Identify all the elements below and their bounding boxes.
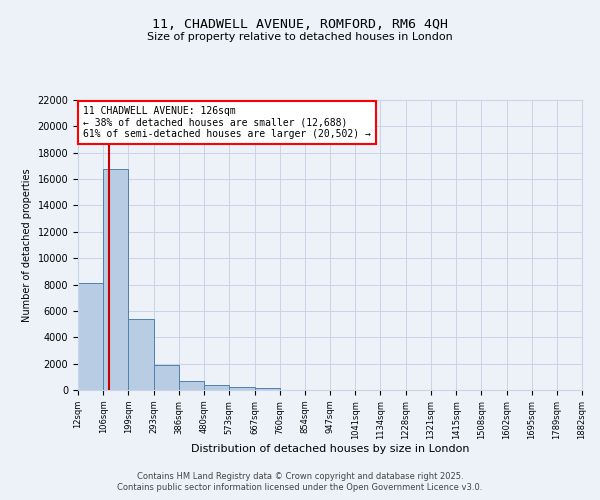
Bar	[254, 388, 280, 390]
Bar	[154, 365, 179, 390]
Text: Contains HM Land Registry data © Crown copyright and database right 2025.
Contai: Contains HM Land Registry data © Crown c…	[118, 472, 482, 492]
Bar	[179, 381, 204, 390]
Text: Size of property relative to detached houses in London: Size of property relative to detached ho…	[147, 32, 453, 42]
Text: 11, CHADWELL AVENUE, ROMFORD, RM6 4QH: 11, CHADWELL AVENUE, ROMFORD, RM6 4QH	[152, 18, 448, 30]
Bar	[229, 388, 254, 390]
X-axis label: Distribution of detached houses by size in London: Distribution of detached houses by size …	[191, 444, 469, 454]
Bar	[78, 283, 103, 390]
Bar	[128, 319, 154, 390]
Bar	[103, 168, 128, 390]
Bar	[204, 386, 229, 390]
Text: 11 CHADWELL AVENUE: 126sqm
← 38% of detached houses are smaller (12,688)
61% of : 11 CHADWELL AVENUE: 126sqm ← 38% of deta…	[83, 106, 371, 139]
Y-axis label: Number of detached properties: Number of detached properties	[22, 168, 32, 322]
